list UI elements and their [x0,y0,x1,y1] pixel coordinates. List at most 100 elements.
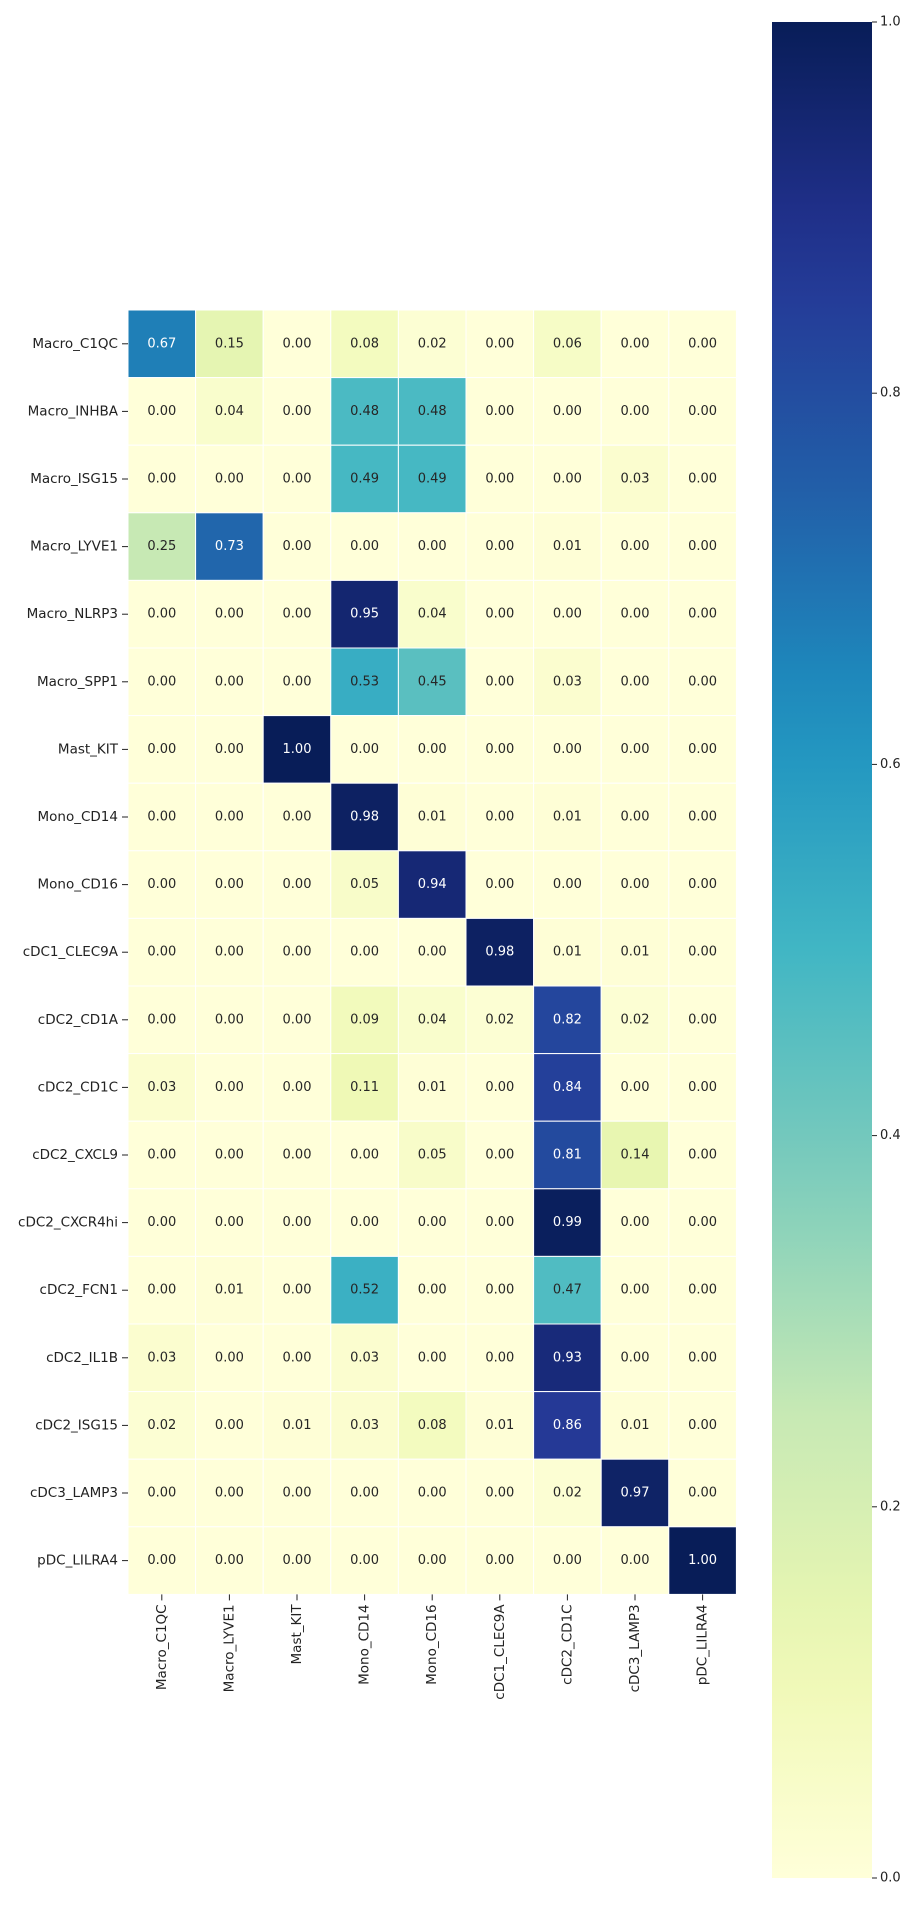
heatmap-cell [465,850,535,919]
cell-value-label: 0.00 [688,1215,717,1230]
heatmap-cell [465,1188,535,1257]
cell-value-label: 0.00 [485,607,514,622]
heatmap-cell [262,1188,332,1257]
colorbar-gradient [772,22,872,1878]
cell-value-label: 0.00 [283,877,312,892]
cell-value-label: 0.00 [553,1553,582,1568]
cell-value-label: 0.00 [485,404,514,419]
heatmap-cell [397,1526,467,1595]
cell-value-label: 0.00 [147,742,176,757]
cell-value-label: 0.00 [418,1215,447,1230]
y-tick-label: cDC1_CLEC9A [23,944,119,960]
heatmap-cell [330,985,399,1055]
heatmap-cell [262,377,332,446]
heatmap-cell [127,309,197,379]
heatmap-cell [127,647,197,717]
x-axis-tick-labels: Macro_C1QC Macro_LYVE1 Mast_KIT Mono_CD14 Mo… [154,1594,711,1700]
cell-value-label: 0.00 [553,607,582,622]
cell-value-label: 0.01 [418,810,447,825]
cell-value-label: 0.52 [350,1283,379,1298]
cell-value-label: 0.00 [553,472,582,487]
heatmap-cell [330,1053,399,1122]
cell-value-label: 0.00 [283,1080,312,1095]
cell-value-label: 0.02 [485,1012,514,1027]
cell-value-label: 0.00 [688,539,717,554]
heatmap-cell [262,1391,332,1460]
heatmap-cell [127,579,197,649]
cell-value-label: 1.00 [283,742,312,757]
cell-value-label: 0.01 [553,945,582,960]
cell-value-label: 0.00 [688,1080,717,1095]
heatmap-cell [127,850,197,919]
cell-value-label: 0.00 [283,336,312,351]
cell-value-label: 0.00 [621,607,650,622]
heatmap-cell [668,1458,737,1528]
heatmap-cell [127,1053,197,1122]
cell-value-label: 0.00 [553,742,582,757]
cell-value-label: 0.04 [215,404,244,419]
heatmap-cell [533,444,602,514]
cell-value-label: 0.00 [485,810,514,825]
heatmap-cell [397,1053,467,1122]
cell-value-label: 0.00 [350,1486,379,1501]
cell-value-label: 0.48 [350,404,379,419]
heatmap-cell [397,985,467,1055]
cell-value-label: 0.00 [485,877,514,892]
heatmap-cell [127,444,197,514]
y-tick-label: pDC_LILRA4 [37,1553,118,1569]
heatmap-cell [533,782,602,852]
cell-value-label: 0.01 [283,1418,312,1433]
cell-value-label: 0.84 [553,1080,582,1095]
heatmap-cell [330,1255,399,1325]
cell-value-label: 0.08 [350,336,379,351]
heatmap-cell [397,1120,467,1190]
cell-value-label: 0.45 [418,674,447,689]
heatmap-cell [465,917,535,987]
heatmap-cell [262,1255,332,1325]
heatmap-cell [533,1391,602,1460]
colorbar: 0.0 0.2 0.4 0.6 0.8 1.0 [772,15,900,1886]
heatmap-cell [668,1053,737,1122]
cell-value-label: 0.03 [350,1418,379,1433]
cell-value-label: 0.00 [215,945,244,960]
heatmap-cell [262,1323,332,1393]
cell-value-label: 1.00 [688,1553,717,1568]
heatmap-cell [195,1188,264,1257]
heatmap-cell [465,1053,535,1122]
cell-value-label: 0.03 [621,472,650,487]
x-tick-label: cDC2_CD1C [559,1604,575,1684]
heatmap-cell [195,1526,264,1595]
heatmap-cell [330,1391,399,1460]
y-tick-label: cDC2_CD1C [38,1079,118,1095]
heatmap-cell [195,1458,264,1528]
x-tick-label: Macro_LYVE1 [221,1604,237,1692]
cell-value-label: 0.00 [621,1350,650,1365]
cell-value-label: 0.67 [147,336,176,351]
heatmap-cell [668,985,737,1055]
heatmap-cell [600,1323,670,1393]
cell-value-label: 0.00 [621,336,650,351]
cell-value-label: 0.00 [215,877,244,892]
heatmap-cell [465,579,535,649]
cell-value-label: 0.06 [553,336,582,351]
cell-value-label: 0.03 [553,674,582,689]
cell-value-label: 0.00 [215,1486,244,1501]
heatmap-cell [465,647,535,717]
cell-value-label: 0.00 [688,336,717,351]
y-tick-label: cDC2_CXCL9 [32,1147,118,1163]
cell-value-label: 0.95 [350,607,379,622]
heatmap-cell [668,1526,737,1595]
x-tick-label: pDC_LILRA4 [695,1604,711,1685]
x-tick-label: Mono_CD14 [357,1604,373,1684]
heatmap-cell [668,377,737,446]
cell-value-label: 0.00 [688,1418,717,1433]
heatmap-cell [330,1458,399,1528]
cell-value-label: 0.00 [688,945,717,960]
cell-value-label: 0.00 [147,404,176,419]
heatmap-cell [262,444,332,514]
cell-value-label: 0.11 [350,1080,379,1095]
heatmap-cell [127,1391,197,1460]
cell-value-label: 0.00 [283,404,312,419]
heatmap-cell [533,1323,602,1393]
heatmap-cell [195,985,264,1055]
